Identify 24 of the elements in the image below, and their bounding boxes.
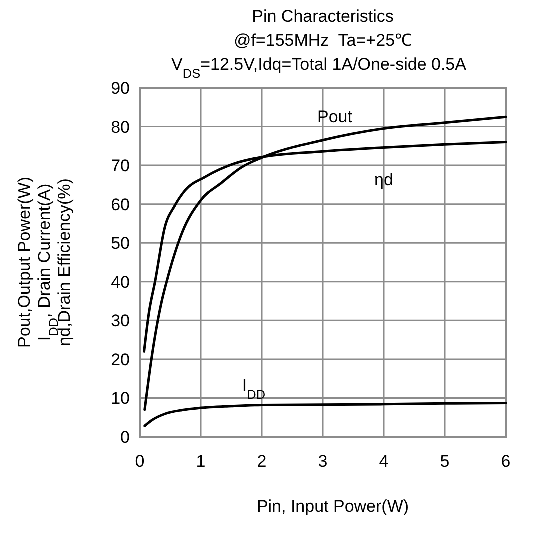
line-series — [144, 402, 508, 428]
y-tick-label: 20 — [111, 350, 130, 370]
x-tick-label: 2 — [257, 452, 267, 471]
x-tick-label: 4 — [379, 452, 389, 471]
y-tick-label: 90 — [111, 79, 130, 98]
y-tick-label: 50 — [111, 234, 130, 254]
y-tick-label: 60 — [111, 195, 130, 214]
y-tick-label: 30 — [111, 312, 130, 331]
series-label: ηd — [374, 170, 394, 190]
x-tick-label: 5 — [440, 452, 450, 471]
y-tick-label: 10 — [111, 389, 130, 408]
chart-title: Pin Characteristics — [252, 7, 394, 26]
y-tick-label: 0 — [120, 428, 130, 447]
x-axis-title: Pin, Input Power(W) — [256, 497, 410, 516]
x-tick-label: 3 — [318, 452, 328, 471]
series-label: I$_{DD}$ — [242, 376, 266, 402]
text: @f=155MHz Ta=+25℃ V$_{DS}$=12.5V,Idq=Total 1A/One-side 0.5A — [172, 31, 466, 80]
x-tick-label: 0 — [135, 452, 145, 471]
y-tick-label: 80 — [111, 118, 130, 137]
series-label: Pout — [318, 107, 353, 126]
y-tick-label: 40 — [111, 272, 130, 292]
x-tick-label: 6 — [501, 452, 511, 471]
y-tick-label: 70 — [111, 156, 130, 176]
x-tick-label: 1 — [196, 452, 206, 471]
